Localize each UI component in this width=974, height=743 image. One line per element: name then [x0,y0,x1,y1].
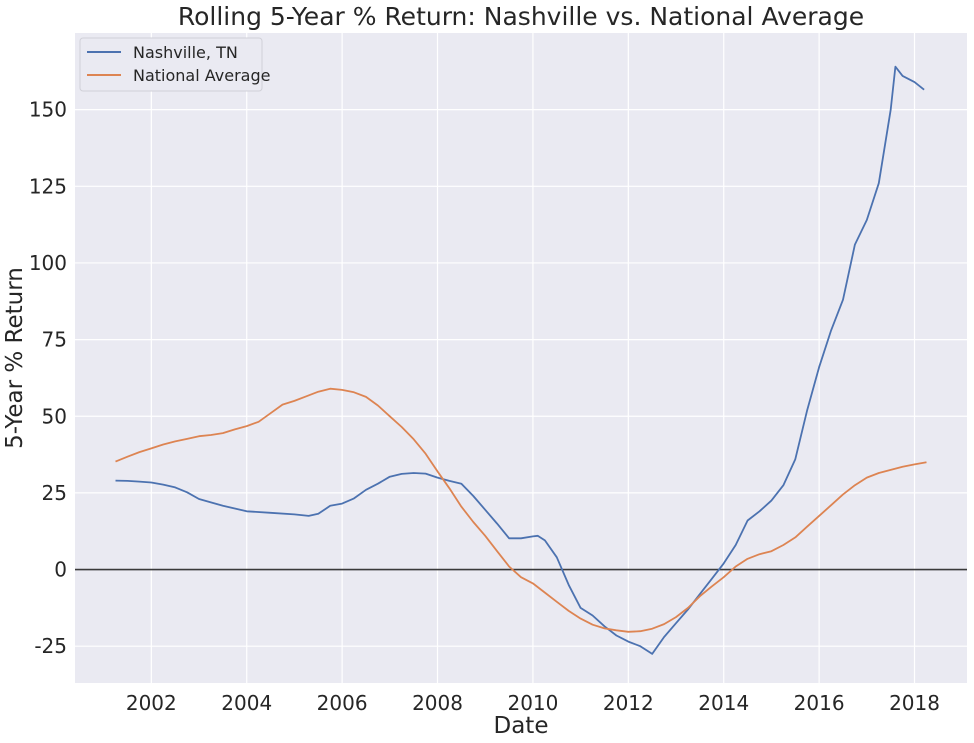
chart-title: Rolling 5-Year % Return: Nashville vs. N… [178,2,864,31]
y-tick-label: 100 [29,251,67,275]
x-gridlines [150,33,916,683]
y-tick-label: 150 [29,98,67,122]
series-line-nashville [115,65,925,655]
y-axis-label: 5-Year % Return [2,267,28,449]
x-tick-label: 2012 [603,691,654,715]
legend-box [79,37,263,92]
x-tick-label: 2002 [126,691,177,715]
x-tick-label: 2006 [317,691,368,715]
x-tick-label: 2014 [698,691,749,715]
x-tick-labels: 2002 2004 2006 2008 2010 2012 2014 2016 2018 [126,691,940,715]
series-line-national-average [115,387,927,633]
y-tick-label: 25 [42,481,67,505]
series-layer [115,65,927,655]
x-tick-label: 2008 [412,691,463,715]
x-axis-label: Date [494,713,549,739]
legend-label-nashville: Nashville, TN [133,43,238,62]
y-tick-label: 0 [54,558,67,582]
y-tick-label: -25 [34,634,67,658]
x-tick-label: 2016 [794,691,845,715]
x-tick-label: 2010 [507,691,558,715]
y-tick-label: 125 [29,174,67,198]
y-tick-label: 75 [42,328,67,352]
y-tick-label: 50 [42,404,67,428]
x-tick-label: 2018 [889,691,940,715]
legend: Nashville, TN National Average [79,37,270,92]
plot-background [75,33,967,683]
legend-label-national-average: National Average [133,66,270,85]
x-tick-label: 2004 [221,691,272,715]
y-tick-labels: -25 0 25 50 75 100 125 150 [29,98,67,659]
